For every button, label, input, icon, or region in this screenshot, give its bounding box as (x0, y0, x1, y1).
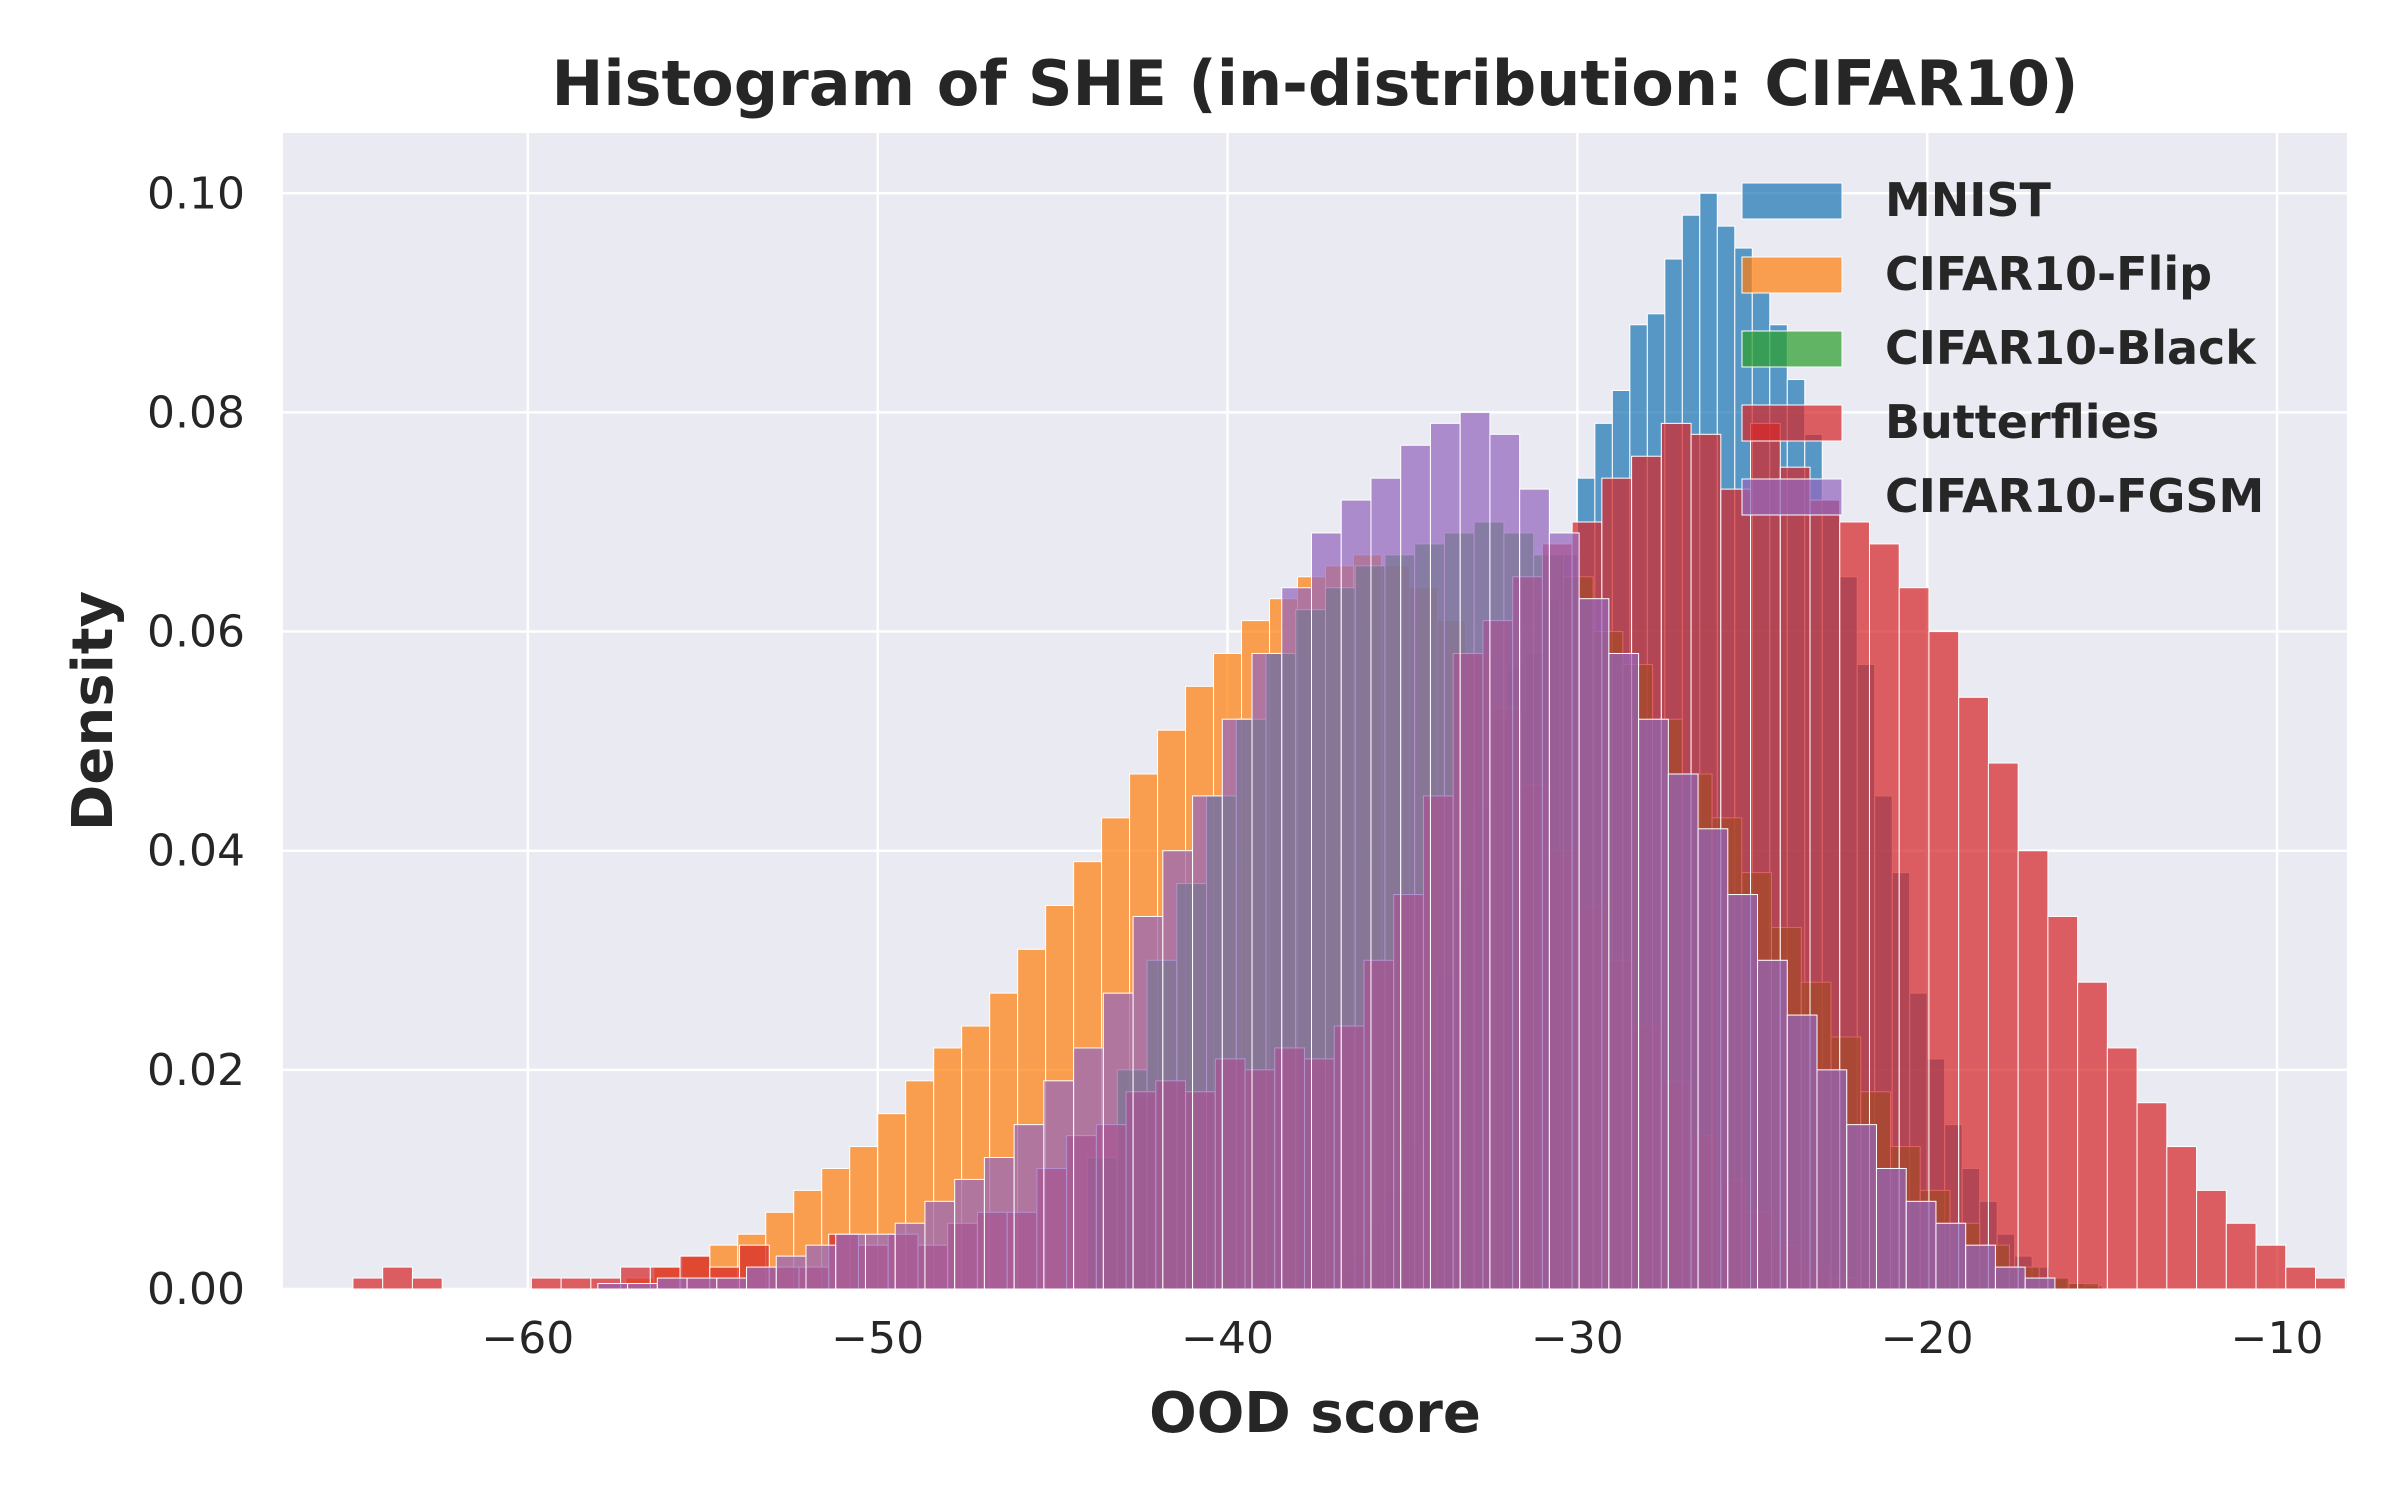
histogram-bar (352, 1277, 384, 1290)
y-tick-label: 0.06 (147, 607, 245, 658)
y-tick-labels: 0.00 0.02 0.04 0.06 0.08 0.10 (147, 168, 245, 1315)
histogram-bar (597, 1283, 629, 1290)
histogram-bar (2106, 1047, 2138, 1290)
histogram-bar (2315, 1277, 2346, 1290)
histogram-bar (746, 1266, 777, 1290)
legend-label: Butterflies (1885, 395, 2159, 449)
histogram-bar (1548, 532, 1580, 1290)
histogram-bar (382, 1266, 413, 1290)
histogram-bar (2196, 1189, 2227, 1290)
legend: MNIST CIFAR10-Flip CIFAR10-Black Butterflie… (1741, 173, 2264, 523)
histogram-bar (1221, 718, 1253, 1290)
histogram-bar (1102, 992, 1134, 1290)
histogram-bar (2225, 1222, 2257, 1290)
histogram-bar (1162, 850, 1194, 1290)
histogram-bar (805, 1244, 837, 1290)
legend-label: CIFAR10-Flip (1885, 247, 2212, 301)
y-tick-label: 0.00 (147, 1264, 245, 1315)
histogram-bar (1459, 411, 1491, 1290)
x-tick-label: −20 (1881, 1313, 1974, 1364)
histogram-bar (1757, 959, 1788, 1290)
histogram-bar (1400, 444, 1431, 1290)
histogram-bar (1578, 598, 1610, 1290)
legend-swatch (1741, 182, 1843, 220)
histogram-bar (954, 1178, 985, 1290)
histogram-bar (1013, 1124, 1045, 1290)
x-axis-label: OOD score (1149, 1381, 1481, 1446)
histogram-bar (1608, 652, 1640, 1290)
histogram-bar (1311, 532, 1342, 1290)
x-tick-label: −30 (1531, 1313, 1624, 1364)
histogram-bar (1251, 652, 1283, 1290)
y-tick-label: 0.02 (147, 1045, 245, 1096)
histogram-bar (1846, 1124, 1877, 1290)
histogram-bar (1987, 762, 2019, 1290)
histogram-bar (835, 1233, 866, 1290)
histogram-bar (411, 1277, 443, 1290)
histogram-bar (1935, 1222, 1967, 1290)
histogram-bar (2077, 981, 2108, 1290)
histogram-bar (775, 1255, 807, 1290)
histogram-bar (924, 1200, 956, 1290)
x-tick-label: −40 (1181, 1313, 1274, 1364)
x-tick-label: −10 (2231, 1313, 2324, 1364)
histogram-bar (1786, 1014, 1818, 1290)
histogram-bar (2255, 1244, 2287, 1290)
histogram-bar (1816, 1069, 1848, 1290)
histogram-bar (1073, 1047, 1104, 1290)
histogram-bar (1519, 488, 1550, 1290)
histogram-bar (983, 1157, 1015, 1290)
legend-swatch (1741, 478, 1843, 516)
histogram-bar (1928, 631, 1960, 1290)
histogram-bar (1965, 1244, 1996, 1290)
x-tick-label: −50 (831, 1313, 924, 1364)
legend-label: CIFAR10-FGSM (1885, 469, 2264, 523)
histogram-bar (1132, 915, 1164, 1290)
histogram-bar (686, 1277, 718, 1290)
histogram-bar (1192, 795, 1223, 1290)
histogram-bar (1489, 433, 1521, 1290)
legend-label: MNIST (1885, 173, 2052, 227)
histogram-bar (1697, 828, 1729, 1290)
histogram-bar (1370, 477, 1402, 1290)
histogram-bar (2017, 850, 2049, 1290)
histogram-bar (1905, 1200, 1937, 1290)
y-tick-label: 0.10 (147, 168, 245, 219)
histogram-bar (716, 1277, 748, 1290)
legend-label: CIFAR10-Black (1885, 321, 2257, 375)
y-tick-label: 0.08 (147, 387, 245, 438)
histogram-bar (2047, 915, 2079, 1290)
histogram-bar (530, 1277, 562, 1290)
histogram-bar (894, 1222, 926, 1290)
histogram-bar (1429, 422, 1461, 1290)
histogram-bar (1638, 718, 1669, 1290)
x-tick-labels: −60 −50 −40 −30 −20 −10 (481, 1313, 2323, 1364)
histogram-bar (1958, 696, 1989, 1290)
histogram-bar (1994, 1266, 2026, 1290)
legend-swatch (1741, 404, 1843, 442)
legend-swatch (1741, 256, 1843, 294)
series-cifar10-fgsm (597, 411, 2056, 1290)
histogram-bar (2166, 1146, 2198, 1290)
histogram-bar (2136, 1102, 2168, 1290)
histogram-bar (1727, 894, 1759, 1290)
y-axis-label: Density (61, 591, 126, 831)
histogram-bar (864, 1233, 896, 1290)
histogram-bar (560, 1277, 592, 1290)
chart-title: Histogram of SHE (in-distribution: CIFAR… (551, 47, 2078, 120)
y-tick-label: 0.04 (147, 826, 245, 877)
histogram-bar (627, 1283, 658, 1290)
legend-swatch (1741, 330, 1843, 368)
histogram-bar (1667, 773, 1699, 1290)
histogram-bar (2285, 1266, 2317, 1290)
histogram-bar (656, 1277, 688, 1290)
histogram-bar (1043, 1080, 1075, 1290)
histogram-bar (2024, 1277, 2056, 1290)
histogram-bar (1340, 499, 1372, 1290)
x-tick-label: −60 (481, 1313, 574, 1364)
histogram-bar (1875, 1167, 1907, 1290)
histogram-bar (1281, 587, 1313, 1290)
